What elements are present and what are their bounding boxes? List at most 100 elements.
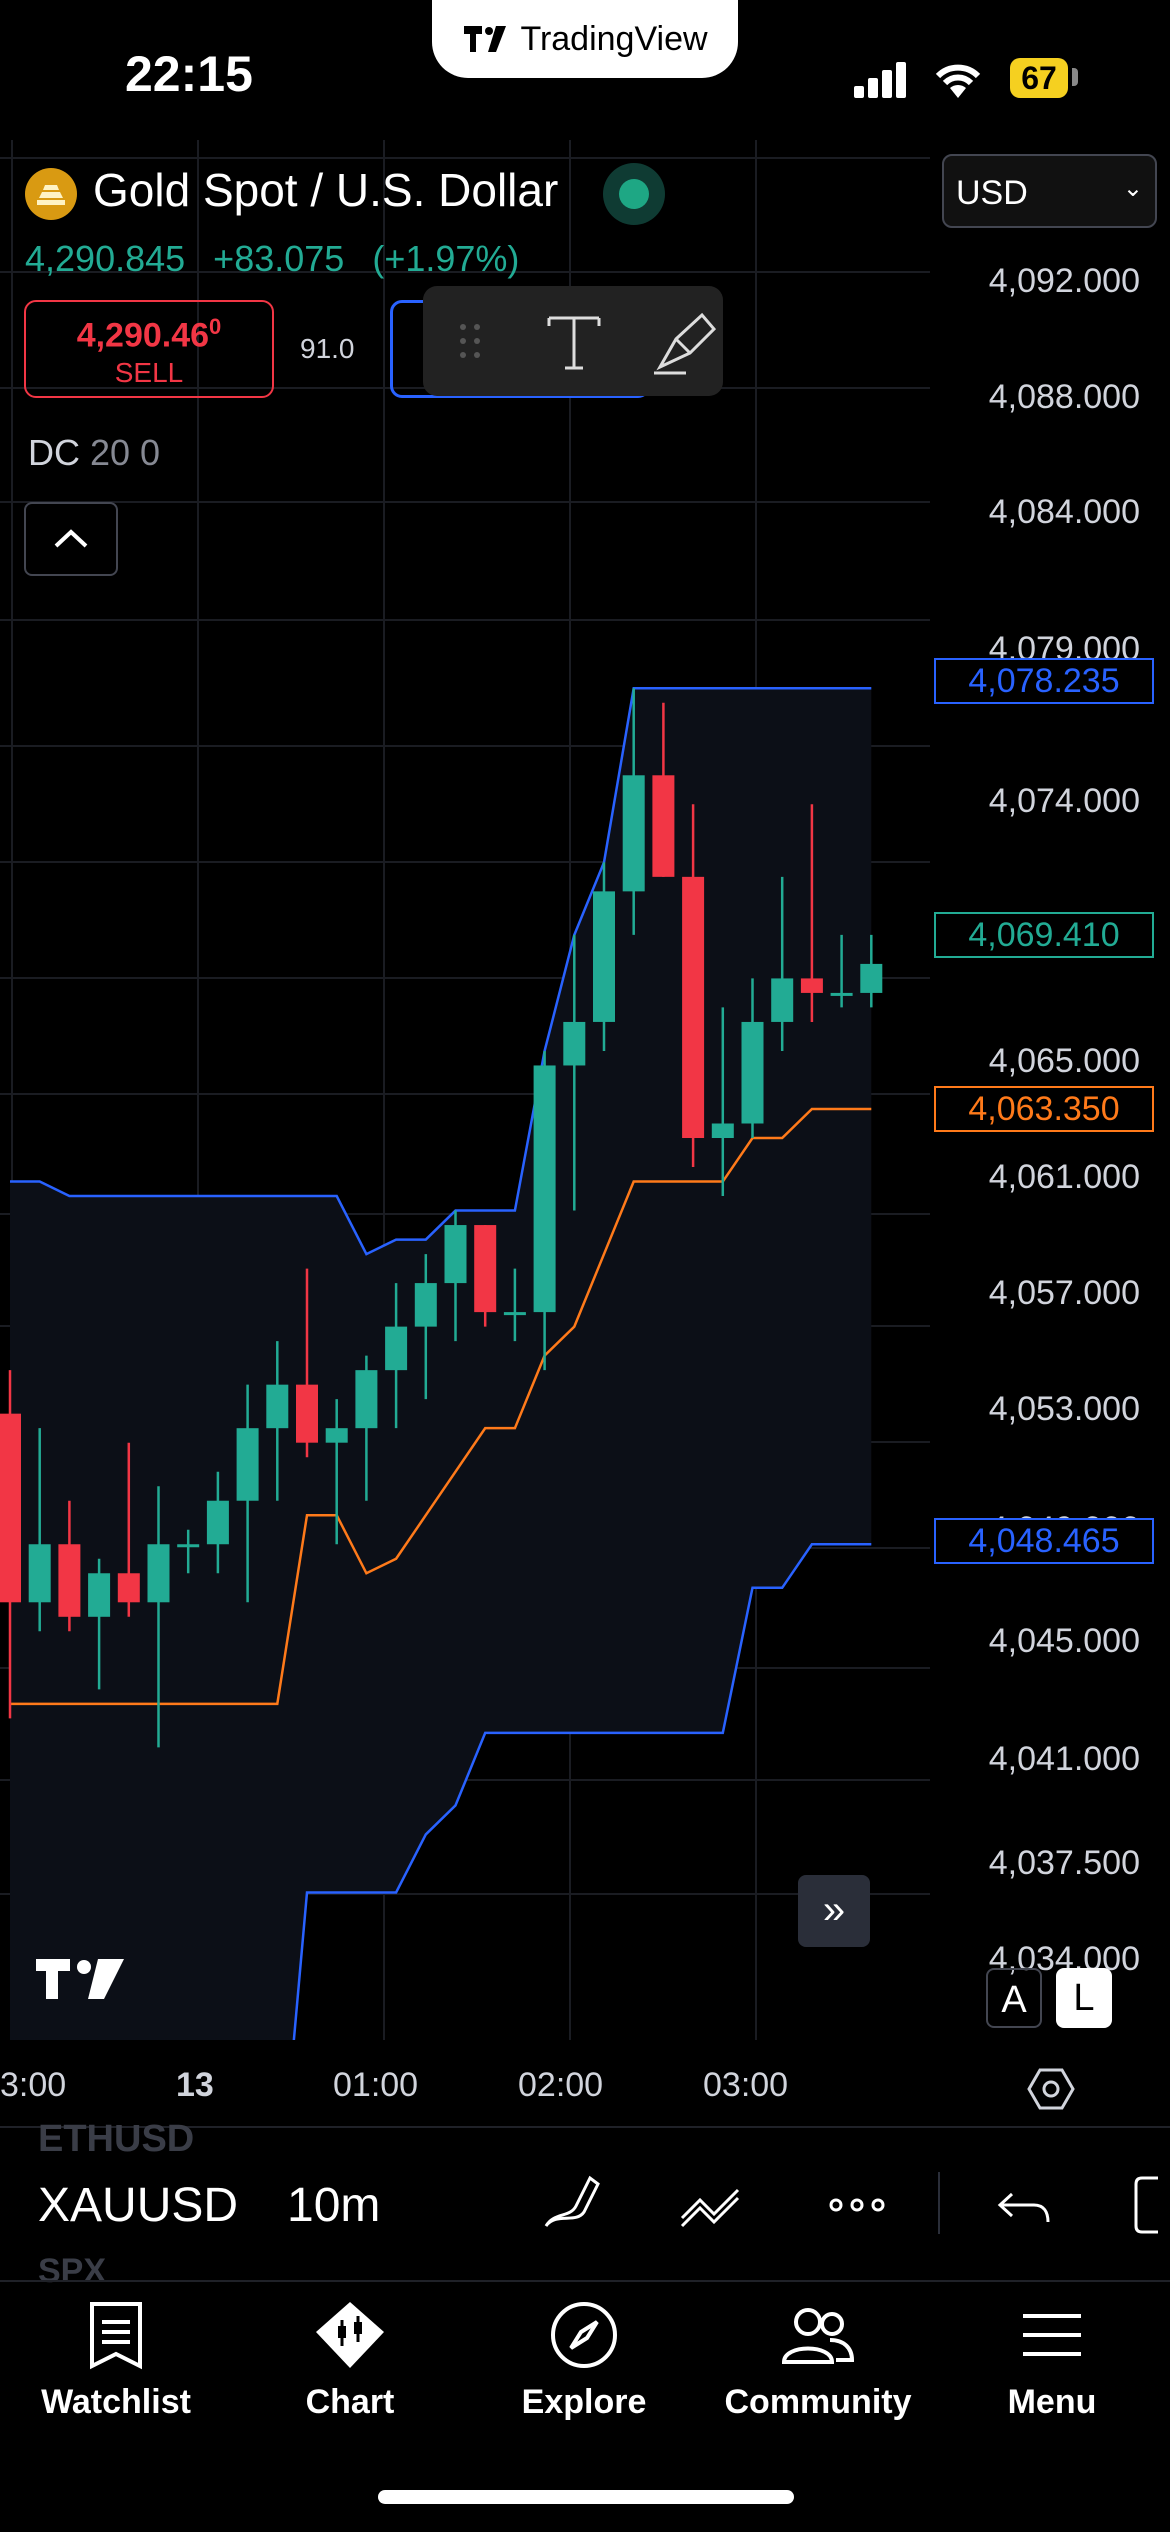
tab-community[interactable]: Community	[718, 2300, 918, 2422]
scroll-to-realtime-button[interactable]: »	[798, 1875, 870, 1947]
time-label: 01:00	[333, 2066, 419, 2104]
tab-label: Menu	[1007, 2383, 1097, 2421]
candle-body	[860, 963, 883, 993]
candle-body	[177, 1544, 200, 1548]
symbol-current[interactable]: XAUUSD	[38, 2179, 239, 2232]
candle-body	[88, 1573, 111, 1617]
dc-upper-tag: 4,078.235	[934, 658, 1154, 704]
chevron-up-icon	[54, 529, 88, 548]
candle-body	[147, 1544, 170, 1603]
time-label: 13	[176, 2066, 214, 2104]
indicator-name: DC	[28, 432, 80, 473]
cellular-signal-icon	[854, 62, 906, 98]
interval-selector[interactable]: 10m	[287, 2179, 381, 2232]
compass-icon	[551, 2302, 617, 2368]
price-axis-label: 4,045.000	[988, 1622, 1140, 1660]
candle-body	[474, 1225, 497, 1313]
undo-icon[interactable]	[990, 2172, 1060, 2238]
candle-body	[682, 876, 705, 1139]
sell-button[interactable]: 4,290.460 SELL	[24, 300, 274, 398]
time-label: 03:00	[703, 2066, 789, 2104]
price-axis-label: 4,057.000	[988, 1274, 1140, 1312]
candle-body	[236, 1428, 259, 1501]
price-change-pct: (+1.97%)	[372, 238, 520, 279]
donchian-band-fill	[10, 688, 872, 2040]
fullscreen-icon[interactable]	[1128, 2172, 1170, 2238]
instrument-title[interactable]: Gold Spot / U.S. Dollar	[93, 164, 559, 216]
community-icon	[781, 2308, 855, 2364]
price-axis-label: 4,088.000	[988, 378, 1140, 416]
price-axis-label: 4,074.000	[988, 782, 1140, 820]
candle-body	[325, 1428, 348, 1443]
candle-body	[266, 1384, 289, 1429]
trend-line-tool-icon[interactable]	[676, 2172, 746, 2238]
tab-label: Explore	[521, 2383, 647, 2421]
candle-body	[622, 775, 645, 892]
candle-body	[533, 1065, 556, 1313]
market-open-dot	[619, 179, 649, 209]
dc-lower-tag: 4,048.465	[934, 1518, 1154, 1564]
price-axis-label: 4,053.000	[988, 1390, 1140, 1428]
candle-body	[830, 992, 853, 996]
log-scale-button[interactable]: L	[1056, 1968, 1112, 2028]
candle-body	[0, 1413, 21, 1603]
home-indicator[interactable]	[378, 2490, 794, 2504]
dc-middle-tag: 4,063.350	[934, 1086, 1154, 1132]
wifi-icon	[935, 64, 981, 98]
drawing-toolbar	[423, 286, 723, 396]
chart-settings-icon[interactable]	[1026, 2064, 1076, 2114]
tab-label: Community	[724, 2383, 912, 2421]
price-axis-label: 4,041.000	[988, 1740, 1140, 1778]
tradingview-badge: TradingView	[432, 0, 738, 78]
candle-body	[503, 1312, 526, 1316]
tab-label: Chart	[305, 2383, 395, 2421]
indicator-legend[interactable]: DC 20 0	[28, 432, 160, 474]
symbol-next[interactable]: SPX	[38, 2252, 107, 2290]
auto-scale-button[interactable]: A	[986, 1968, 1042, 2028]
indicator-params: 20 0	[90, 432, 161, 473]
tab-chart[interactable]: Chart	[250, 2300, 450, 2422]
currency-value: USD	[956, 174, 1028, 212]
quote-line: 4,290.845 +83.075 (+1.97%)	[25, 238, 537, 280]
watchlist-icon	[90, 2302, 142, 2370]
tab-explore[interactable]: Explore	[484, 2300, 684, 2422]
chevron-down-icon: ⌄	[1122, 175, 1143, 202]
last-price: 4,290.845	[25, 238, 186, 279]
text-tool-icon[interactable]	[539, 306, 606, 376]
donchian-lower-line	[292, 1543, 872, 2040]
battery-indicator: 67	[1010, 58, 1068, 98]
divider	[0, 2280, 1170, 2282]
last-price-tag: 4,069.410	[934, 912, 1154, 958]
candle-body	[652, 775, 675, 877]
tradingview-logo-icon	[464, 26, 507, 52]
status-time: 22:15	[125, 46, 253, 102]
drag-handle-icon[interactable]	[441, 311, 499, 371]
toolbar-separator	[938, 2172, 940, 2234]
tab-menu[interactable]: Menu	[952, 2300, 1152, 2422]
brush-tool-icon[interactable]	[536, 2172, 606, 2238]
candle-body	[593, 891, 615, 1022]
battery-tip	[1072, 68, 1078, 86]
symbol-prev[interactable]: ETHUSD	[38, 2118, 195, 2160]
highlighter-tool-icon[interactable]	[646, 301, 723, 381]
sell-label: SELL	[114, 357, 184, 389]
candle-body	[296, 1384, 318, 1443]
chart-icon	[316, 2302, 384, 2368]
more-icon[interactable]	[822, 2172, 892, 2238]
candle-body	[711, 1123, 734, 1139]
candle-body	[414, 1283, 437, 1327]
price-axis-label: 4,061.000	[988, 1158, 1140, 1196]
price-change: +83.075	[213, 238, 345, 279]
candle-body	[28, 1544, 51, 1603]
candle-body	[206, 1500, 229, 1545]
candle-body	[741, 1021, 764, 1124]
tab-watchlist[interactable]: Watchlist	[16, 2300, 216, 2422]
candle-body	[355, 1370, 378, 1429]
currency-select[interactable]: USD ⌄	[942, 154, 1157, 228]
collapse-legend-button[interactable]	[24, 502, 118, 576]
candle-body	[117, 1573, 140, 1603]
candle-body	[800, 978, 823, 993]
tab-label: Watchlist	[41, 2383, 191, 2421]
menu-icon	[1023, 2314, 1081, 2356]
donchian-upper-line	[10, 686, 872, 1256]
